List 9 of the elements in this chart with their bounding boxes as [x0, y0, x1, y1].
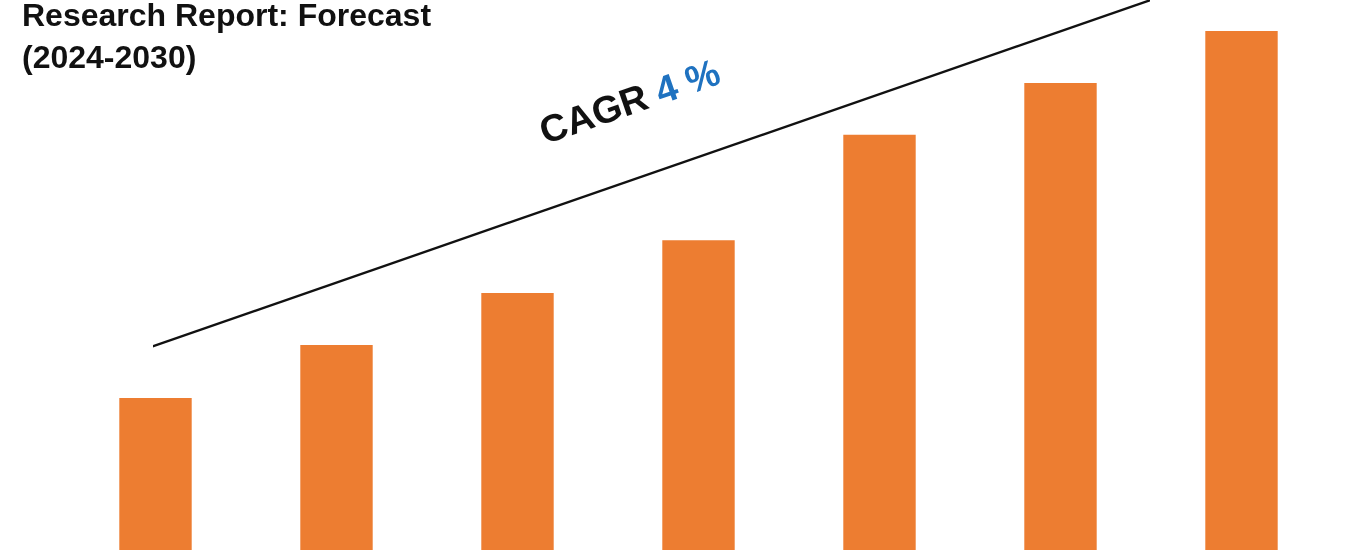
bar	[481, 293, 554, 550]
chart-title: Research Report: Forecast (2024-2030)	[22, 0, 433, 77]
bar	[1205, 31, 1278, 550]
bar	[300, 345, 373, 550]
annotation: CAGR 4 %	[533, 50, 726, 153]
bar	[843, 134, 916, 550]
bar	[662, 240, 735, 550]
bar	[119, 397, 192, 550]
bar	[1024, 82, 1097, 550]
